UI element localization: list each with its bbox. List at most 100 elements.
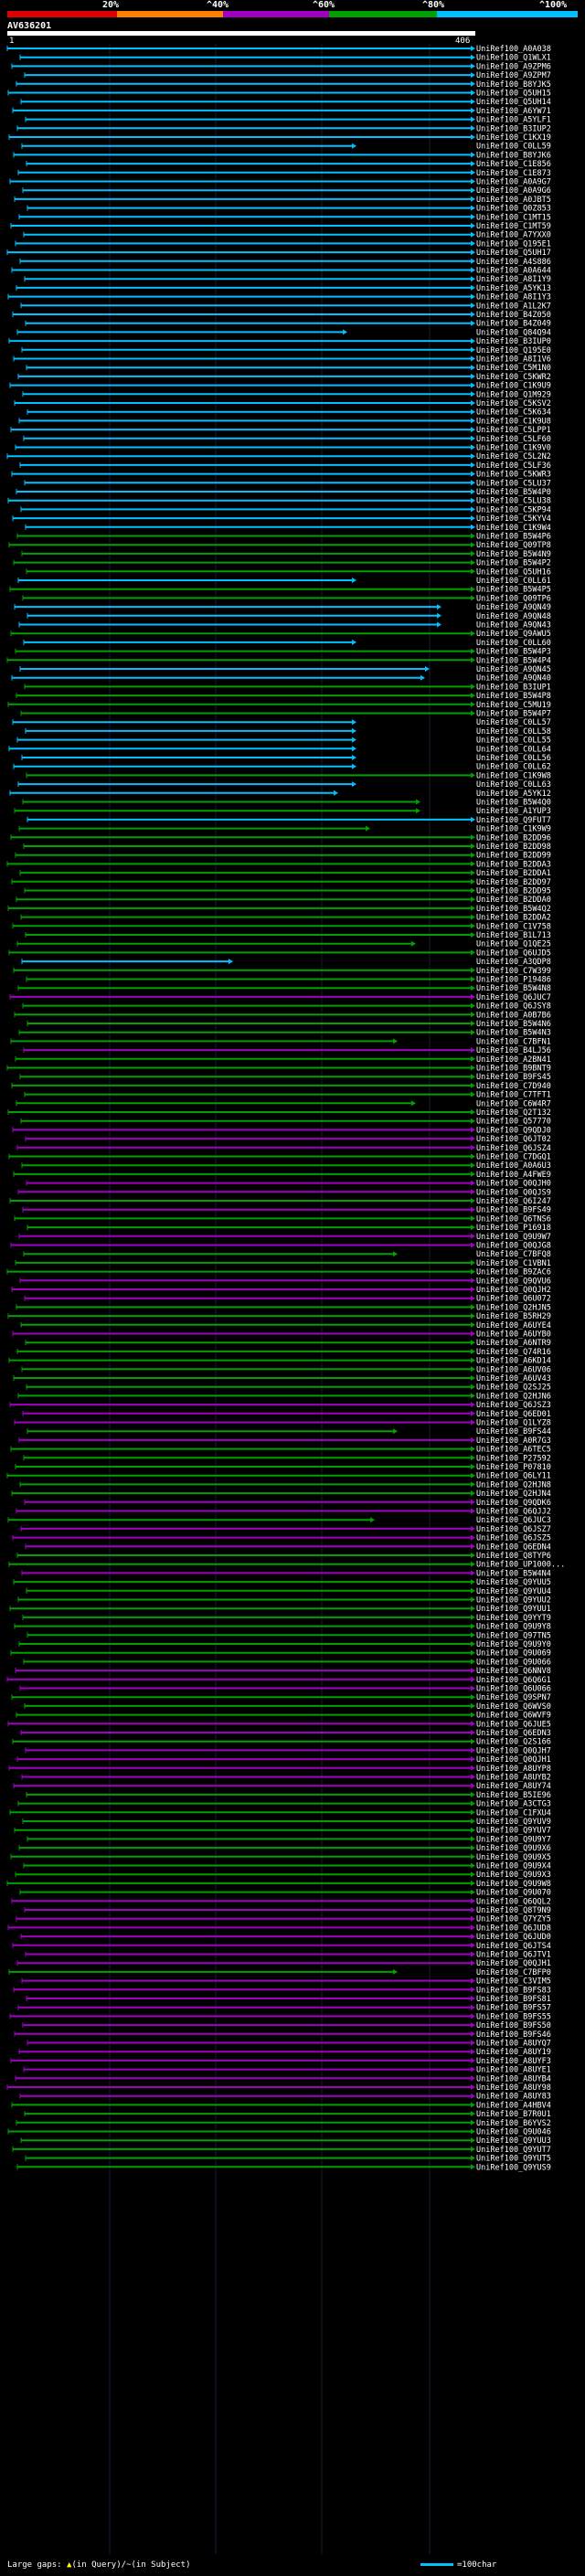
hit-label[interactable]: UniRef100_B5W4P4	[476, 656, 551, 665]
hit-label[interactable]: UniRef100_A0A644	[476, 267, 551, 276]
hit-label[interactable]: UniRef100_Q9U046	[476, 2128, 551, 2137]
hit-label[interactable]: UniRef100_Q2T132	[476, 1108, 551, 1118]
hit-label[interactable]: UniRef100_B9FS57	[476, 2004, 551, 2013]
hit-label[interactable]: UniRef100_Q9YUU3	[476, 2136, 551, 2146]
hit-label[interactable]: UniRef100_A7YXX0	[476, 231, 551, 240]
hit-label[interactable]: UniRef100_B1L713	[476, 931, 551, 940]
hit-label[interactable]: UniRef100_B3IUP1	[476, 683, 551, 692]
hit-label[interactable]: UniRef100_B9FS49	[476, 1206, 551, 1215]
hit-label[interactable]: UniRef100_B9FS44	[476, 1427, 551, 1436]
hit-label[interactable]: UniRef100_B9FS46	[476, 2030, 551, 2040]
hit-label[interactable]: UniRef100_Q6I247	[476, 1197, 551, 1206]
hit-label[interactable]: UniRef100_Q9U070	[476, 1889, 551, 1898]
hit-label[interactable]: UniRef100_A9QN40	[476, 674, 551, 684]
hit-label[interactable]: UniRef100_A9QN43	[476, 621, 551, 631]
hit-label[interactable]: UniRef100_Q1QE25	[476, 940, 551, 949]
hit-label[interactable]: UniRef100_Q9YUU2	[476, 1596, 551, 1606]
hit-label[interactable]: UniRef100_Q9YUV7	[476, 1827, 551, 1836]
hit-label[interactable]: UniRef100_B9ZAC6	[476, 1268, 551, 1277]
hit-label[interactable]: UniRef100_Q195E0	[476, 346, 551, 355]
hit-label[interactable]: UniRef100_Q6EDN3	[476, 1729, 551, 1738]
hit-label[interactable]: UniRef100_UP1000...	[476, 1561, 565, 1570]
hit-label[interactable]: UniRef100_Q9U9X3	[476, 1871, 551, 1880]
hit-label[interactable]: UniRef100_Q6QJJ2	[476, 1508, 551, 1517]
hit-label[interactable]: UniRef100_Q6JT02	[476, 1135, 551, 1144]
hit-label[interactable]: UniRef100_C6W4R7	[476, 1099, 551, 1108]
hit-label[interactable]: UniRef100_Q9U9X4	[476, 1862, 551, 1871]
hit-label[interactable]: UniRef100_Q6JUE5	[476, 1720, 551, 1729]
hit-label[interactable]: UniRef100_A0JBT5	[476, 196, 551, 205]
hit-label[interactable]: UniRef100_Q9FUT7	[476, 816, 551, 825]
hit-label[interactable]: UniRef100_Q9YUU1	[476, 1605, 551, 1614]
hit-label[interactable]: UniRef100_A8UY19	[476, 2048, 551, 2057]
hit-label[interactable]: UniRef100_A6TEC5	[476, 1446, 551, 1455]
hit-label[interactable]: UniRef100_Q0QJH7	[476, 1746, 551, 1755]
hit-label[interactable]: UniRef100_Q9U9Y8	[476, 1623, 551, 1632]
hit-label[interactable]: UniRef100_Q8TYP6	[476, 1552, 551, 1561]
hit-label[interactable]: UniRef100_C5KSV2	[476, 399, 551, 408]
hit-label[interactable]: UniRef100_Q9YUV9	[476, 1818, 551, 1827]
hit-label[interactable]: UniRef100_B9FS50	[476, 2021, 551, 2030]
hit-label[interactable]: UniRef100_B9FS45	[476, 1073, 551, 1082]
hit-label[interactable]: UniRef100_C1MT59	[476, 222, 551, 231]
hit-label[interactable]: UniRef100_C0LL60	[476, 639, 551, 648]
hit-label[interactable]: UniRef100_A8I1Y9	[476, 275, 551, 284]
hit-label[interactable]: UniRef100_C1FXU4	[476, 1808, 551, 1818]
hit-label[interactable]: UniRef100_B5W4P2	[476, 559, 551, 568]
hit-label[interactable]: UniRef100_Q6JSZ3	[476, 1401, 551, 1410]
hit-label[interactable]: UniRef100_B4Z050	[476, 311, 551, 320]
hit-label[interactable]: UniRef100_Q9U9Y0	[476, 1640, 551, 1649]
hit-label[interactable]: UniRef100_Q9YUT5	[476, 2155, 551, 2164]
hit-label[interactable]: UniRef100_C5LPP1	[476, 426, 551, 435]
hit-label[interactable]: UniRef100_Q6JTV1	[476, 1951, 551, 1960]
hit-label[interactable]: UniRef100_Q5UH16	[476, 567, 551, 577]
hit-label[interactable]: UniRef100_B9FS55	[476, 2012, 551, 2021]
hit-label[interactable]: UniRef100_Q2HJN8	[476, 1480, 551, 1489]
hit-label[interactable]: UniRef100_Q74R16	[476, 1348, 551, 1357]
hit-label[interactable]: UniRef100_Q0QJH1	[476, 1959, 551, 1968]
hit-label[interactable]: UniRef100_Q6JSY8	[476, 1002, 551, 1012]
hit-label[interactable]: UniRef100_B5IE96	[476, 1791, 551, 1800]
hit-label[interactable]: UniRef100_Q9U9Y7	[476, 1835, 551, 1844]
hit-label[interactable]: UniRef100_Q6QQL2	[476, 1897, 551, 1906]
hit-label[interactable]: UniRef100_B2DDA0	[476, 896, 551, 905]
hit-label[interactable]: UniRef100_B2DD95	[476, 887, 551, 896]
hit-label[interactable]: UniRef100_A8UYP8	[476, 1765, 551, 1774]
hit-label[interactable]: UniRef100_A0R7G3	[476, 1436, 551, 1446]
hit-label[interactable]: UniRef100_A1L2K7	[476, 302, 551, 311]
hit-label[interactable]: UniRef100_C1MT15	[476, 213, 551, 222]
hit-label[interactable]: UniRef100_B2DD99	[476, 852, 551, 861]
hit-label[interactable]: UniRef100_C1K9U8	[476, 417, 551, 426]
hit-label[interactable]: UniRef100_B9FS81	[476, 1995, 551, 2004]
hit-label[interactable]: UniRef100_Q8T9N9	[476, 1906, 551, 1915]
hit-label[interactable]: UniRef100_C1K9V0	[476, 444, 551, 453]
hit-label[interactable]: UniRef100_C7BFQ8	[476, 1250, 551, 1259]
hit-label[interactable]: UniRef100_B5W4Q0	[476, 799, 551, 808]
hit-label[interactable]: UniRef100_C0LL64	[476, 745, 551, 754]
hit-label[interactable]: UniRef100_Q09TP8	[476, 541, 551, 550]
hit-label[interactable]: UniRef100_C7BFP0	[476, 1968, 551, 1977]
hit-label[interactable]: UniRef100_Q2HJN5	[476, 1303, 551, 1312]
hit-label[interactable]: UniRef100_C5KYV4	[476, 514, 551, 524]
hit-label[interactable]: UniRef100_A6UYE4	[476, 1321, 551, 1330]
hit-label[interactable]: UniRef100_C0LL61	[476, 577, 551, 586]
hit-label[interactable]: UniRef100_C1K9W8	[476, 771, 551, 780]
hit-label[interactable]: UniRef100_Q1M929	[476, 390, 551, 399]
hit-label[interactable]: UniRef100_A0A038	[476, 45, 551, 54]
hit-label[interactable]: UniRef100_Q6JUD0	[476, 1933, 551, 1942]
hit-label[interactable]: UniRef100_Q5UH15	[476, 90, 551, 99]
hit-label[interactable]: UniRef100_C5LU38	[476, 497, 551, 506]
hit-label[interactable]: UniRef100_C0LL62	[476, 763, 551, 772]
hit-label[interactable]: UniRef100_A9QN49	[476, 603, 551, 612]
hit-label[interactable]: UniRef100_Q9QDK6	[476, 1499, 551, 1508]
hit-label[interactable]: UniRef100_B5RH29	[476, 1312, 551, 1321]
hit-label[interactable]: UniRef100_B2DD98	[476, 843, 551, 852]
hit-label[interactable]: UniRef100_Q7YZY5	[476, 1915, 551, 1924]
hit-label[interactable]: UniRef100_C1VBN1	[476, 1259, 551, 1268]
hit-label[interactable]: UniRef100_B5W4P7	[476, 710, 551, 719]
hit-label[interactable]: UniRef100_A6NTR9	[476, 1339, 551, 1348]
hit-label[interactable]: UniRef100_A8UY83	[476, 2093, 551, 2102]
hit-label[interactable]: UniRef100_Q6JSZ7	[476, 1525, 551, 1534]
hit-label[interactable]: UniRef100_Q0QJH1	[476, 1755, 551, 1765]
hit-label[interactable]: UniRef100_Q9AWU5	[476, 630, 551, 639]
